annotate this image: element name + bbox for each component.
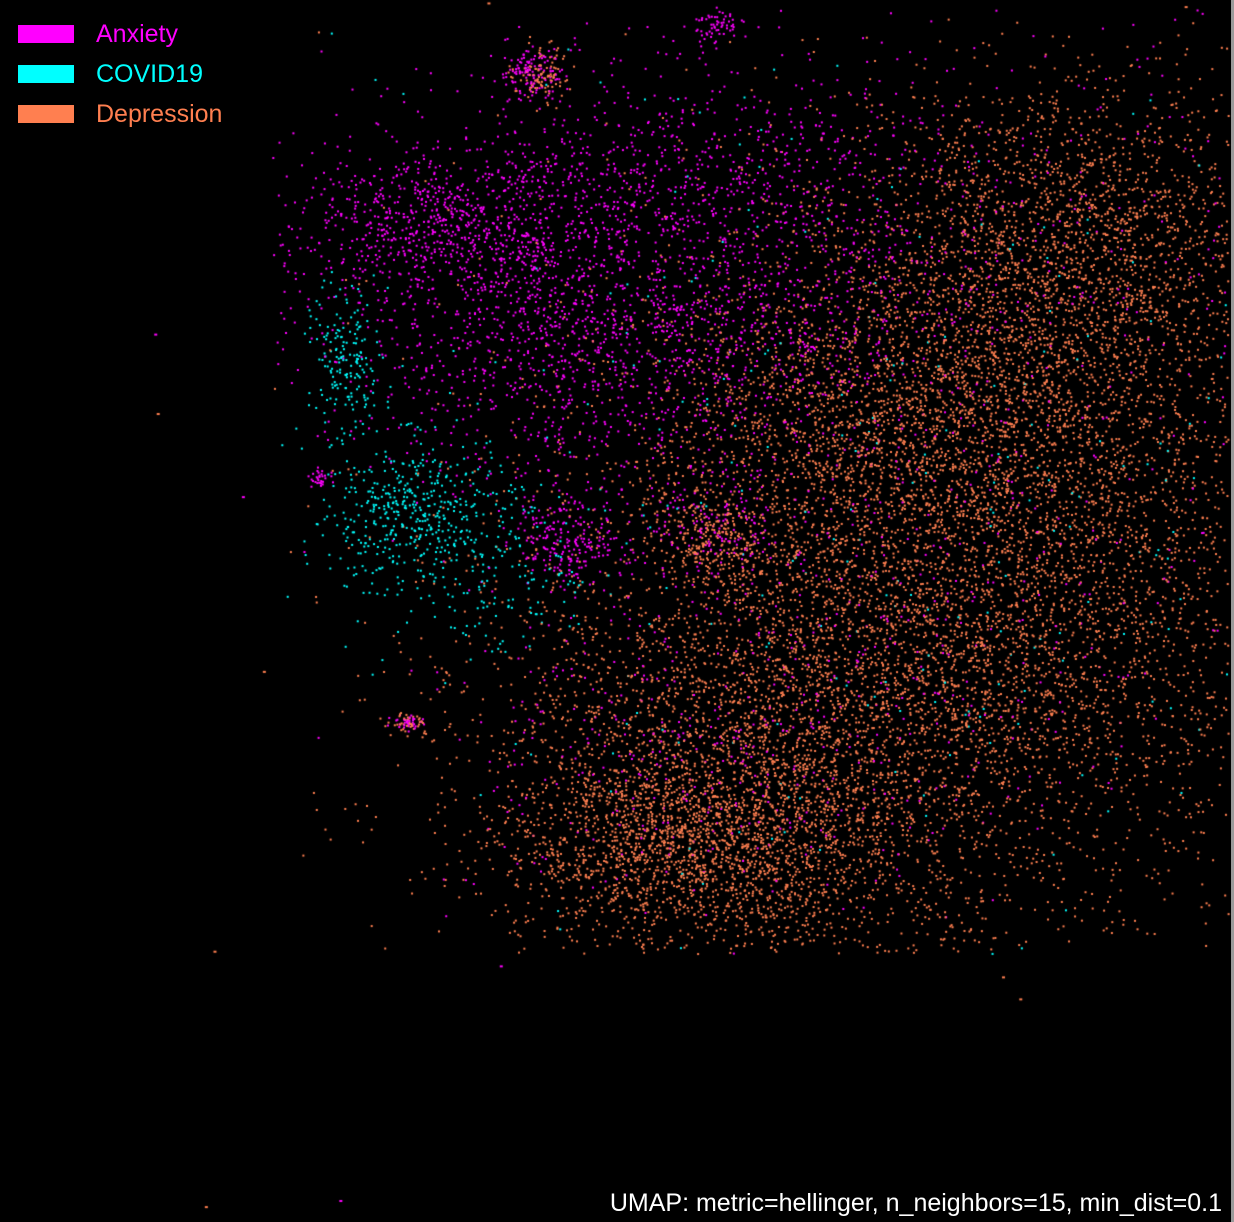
legend-item-depression: Depression: [18, 94, 222, 134]
legend-swatch-anxiety: [18, 25, 74, 43]
legend-label-anxiety: Anxiety: [96, 19, 178, 48]
right-border: [1231, 0, 1234, 1222]
legend-label-depression: Depression: [96, 99, 223, 128]
legend-item-anxiety: Anxiety: [18, 14, 222, 54]
umap-parameters-caption: UMAP: metric=hellinger, n_neighbors=15, …: [609, 1189, 1222, 1217]
legend-label-covid19: COVID19: [96, 59, 203, 88]
legend: Anxiety COVID19 Depression: [18, 14, 222, 134]
legend-swatch-covid19: [18, 65, 74, 83]
legend-swatch-depression: [18, 105, 74, 123]
legend-item-covid19: COVID19: [18, 54, 222, 94]
